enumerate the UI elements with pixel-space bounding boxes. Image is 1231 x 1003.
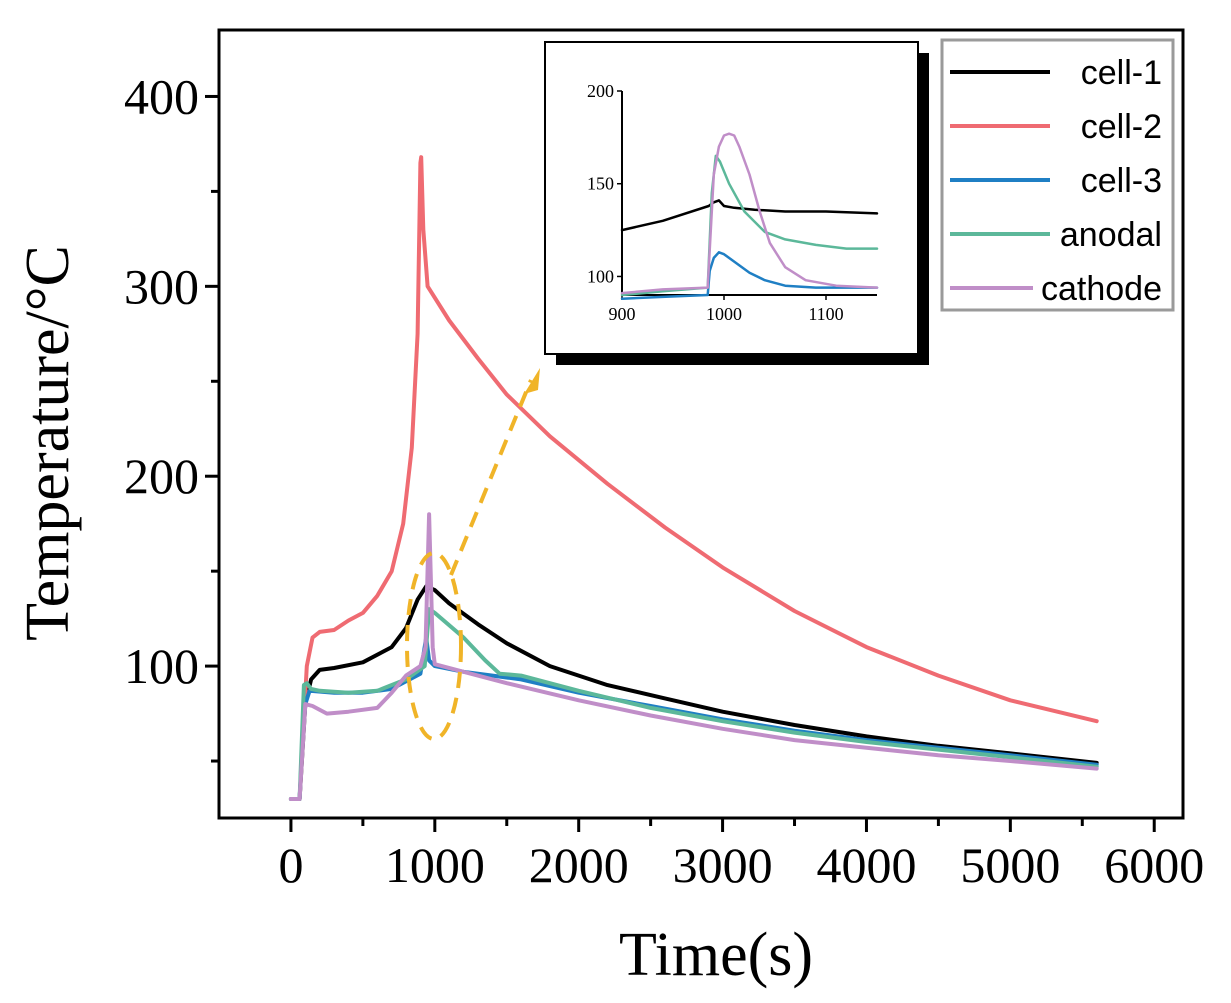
inset-series-line-cell-1 <box>620 199 879 232</box>
y-tick-label: 200 <box>124 448 199 504</box>
x-tick-label: 2000 <box>529 837 629 893</box>
inset-x-tick-label: 900 <box>609 304 636 324</box>
series-line-cathode <box>288 512 1099 801</box>
legend-label-cell-3: cell-3 <box>1081 162 1162 200</box>
inset-y-tick-label: 200 <box>587 81 614 101</box>
inset-box <box>544 41 919 355</box>
inset-y-tick-label: 100 <box>587 266 614 286</box>
x-axis-title: Time(s) <box>619 921 813 989</box>
y-tick-label: 400 <box>124 68 199 124</box>
inset-y-tick-label: 150 <box>587 174 614 194</box>
legend-box <box>940 38 1175 312</box>
legend-label-cell-1: cell-1 <box>1081 54 1162 92</box>
y-tick-label: 300 <box>124 258 199 314</box>
x-tick-label: 5000 <box>960 837 1060 893</box>
inset-series-line-cathode <box>620 132 879 295</box>
inset-pointer-line <box>449 379 533 576</box>
series-line-cell-2 <box>288 155 1099 801</box>
legend-label-anodal: anodal <box>1060 216 1162 254</box>
main-ticks: 0 1000 2000 3000 4000 5000 6000 100 200 300 400 <box>124 68 1204 893</box>
x-tick-label: 4000 <box>816 837 916 893</box>
inset-x-tick-label: 1100 <box>808 304 843 324</box>
inset-axes: 900 1000 1100 100 150 200 <box>587 81 877 324</box>
x-tick-label: 6000 <box>1104 837 1204 893</box>
legend-label-cathode: cathode <box>1041 270 1162 308</box>
y-axis-title: Temperature/°C <box>14 245 82 641</box>
main-plot-frame <box>217 28 1185 820</box>
x-tick-label: 1000 <box>385 837 485 893</box>
inset-pointer-arrowhead <box>524 368 540 394</box>
main-series-group <box>288 155 1099 801</box>
x-tick-label: 0 <box>278 837 303 893</box>
inset-x-tick-label: 1000 <box>706 304 742 324</box>
legend-label-cell-2: cell-2 <box>1081 108 1162 146</box>
series-line-anodal <box>288 607 1099 801</box>
x-tick-label: 3000 <box>673 837 773 893</box>
inset-series-line-cell-3 <box>620 251 879 300</box>
series-line-cell-1 <box>288 584 1099 801</box>
y-tick-label: 100 <box>124 638 199 694</box>
legend: cell-1 cell-2 cell-3 anodal cathode <box>950 54 1162 308</box>
inset-series-group <box>620 132 879 300</box>
highlight-ellipse <box>405 551 463 741</box>
